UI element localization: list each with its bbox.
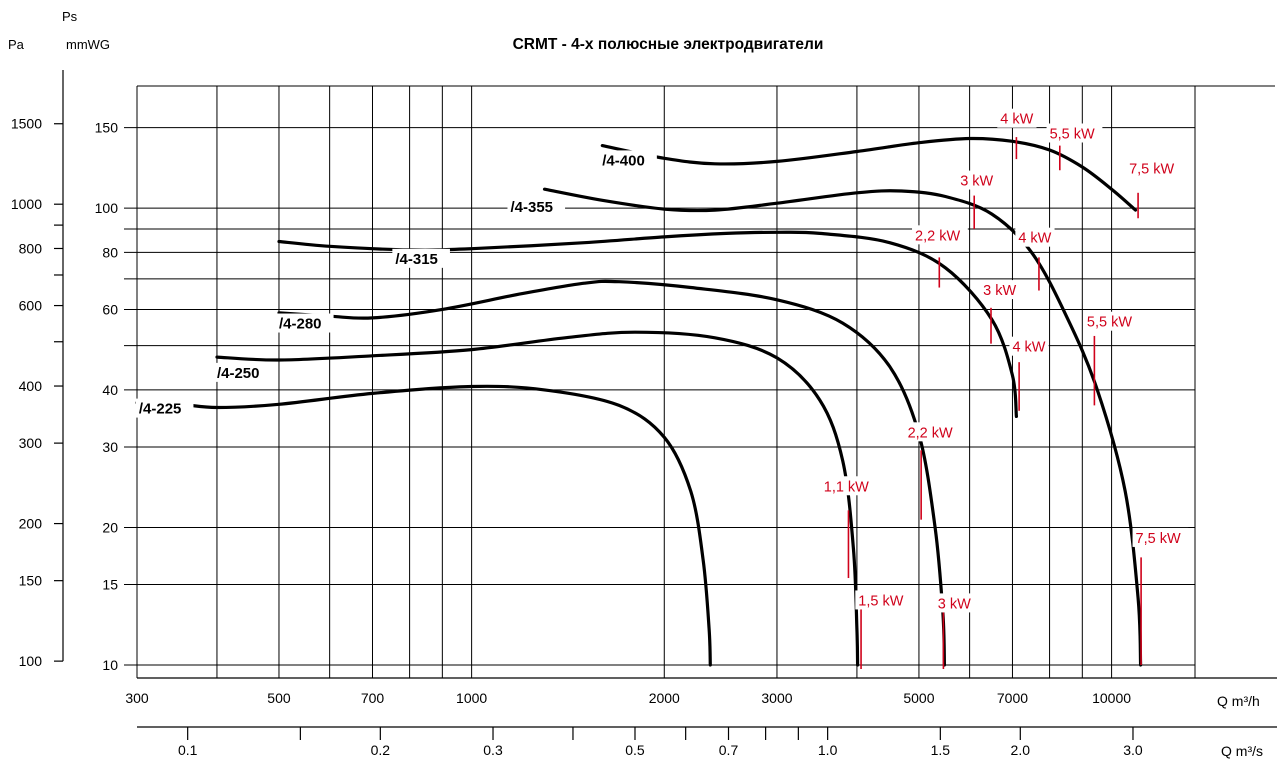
x-s-tick-label: 1.5: [931, 742, 951, 758]
power-mark-label: 5,5 kW: [1087, 315, 1132, 331]
y-pa-tick-label: 300: [19, 435, 43, 451]
series-labels-layer: /4-225/4-250/4-280/4-315/4-355/4-400: [135, 150, 657, 418]
axes-layer: 300 500 700 1000 2000 3000 5000 7000 10000 10 15 20…: [11, 70, 1277, 758]
power-mark-label: 1,5 kW: [858, 593, 903, 609]
y-axis-ps-label: Ps: [62, 9, 78, 24]
series-label: /4-250: [217, 365, 260, 382]
series-label: /4-315: [395, 251, 438, 268]
power-label-bg: [820, 476, 877, 496]
power-label-bg: [855, 590, 912, 610]
x-s-tick-label: 0.5: [625, 742, 645, 758]
x-tick-label: 300: [125, 690, 149, 706]
power-label-bg: [1132, 527, 1189, 547]
x-tick-label: 700: [361, 690, 385, 706]
y-mm-tick-label: 10: [102, 657, 118, 673]
series-label: /4-355: [510, 199, 553, 216]
power-label-bg: [1015, 227, 1055, 247]
x-tick-label: 500: [267, 690, 291, 706]
series-label: /4-400: [602, 152, 645, 169]
series-label: /4-280: [279, 316, 322, 333]
x-tick-label: 7000: [997, 690, 1028, 706]
x-s-tick-label: 2.0: [1011, 742, 1031, 758]
power-label-bg: [1126, 158, 1182, 178]
power-label-bg: [1009, 336, 1049, 356]
y-pa-tick-label: 600: [19, 298, 43, 314]
y-pa-tick-label: 800: [19, 240, 43, 256]
series-label-bg: [213, 362, 272, 382]
curve-4-250: [215, 330, 860, 667]
power-label-bg: [997, 108, 1037, 128]
power-mark-label: 1,1 kW: [824, 479, 869, 495]
curve-4-315: [277, 230, 1018, 418]
x-tick-label: 10000: [1092, 690, 1131, 706]
power-label-bg: [912, 225, 968, 245]
x-s-tick-label: 3.0: [1123, 742, 1143, 758]
x-tick-label: 1000: [456, 690, 487, 706]
series-label-bg: [392, 248, 450, 268]
y-pa-tick-label: 100: [19, 653, 43, 669]
power-label-bg: [1083, 311, 1140, 331]
power-mark-label: 7,5 kW: [1136, 531, 1181, 547]
y-pa-tick-label: 200: [19, 516, 43, 532]
x-s-tick-label: 0.1: [178, 742, 198, 758]
x-tick-label: 3000: [761, 690, 792, 706]
chart-title: CRMT - 4-х полюсные электродвигатели: [513, 36, 824, 53]
power-mark-label: 4 kW: [1018, 231, 1051, 247]
series-label: /4-225: [139, 401, 182, 418]
x-tick-label: 5000: [903, 690, 934, 706]
power-mark-label: 4 kW: [1012, 340, 1045, 356]
y-mm-tick-label: 30: [102, 439, 118, 455]
power-marks-layer: 1,1 kW 1,5 kW 2,2 kW 3 kW 2,2 kW 3 kW 4 kW 3 kW…: [820, 108, 1189, 670]
y-pa-tick-label: 1000: [11, 196, 42, 212]
x-s-tick-label: 0.2: [371, 742, 391, 758]
power-label-bg: [980, 280, 1020, 300]
power-mark-label: 2,2 kW: [915, 228, 960, 244]
power-mark-label: 5,5 kW: [1050, 126, 1095, 142]
series-label-bg: [135, 398, 194, 418]
y-pa-tick-label: 150: [19, 573, 43, 589]
power-mark-label: 7,5 kW: [1129, 162, 1174, 178]
power-label-bg: [1046, 123, 1103, 143]
curve-4-355: [542, 187, 1143, 667]
curves-layer: [135, 136, 1143, 667]
power-mark-label: 3 kW: [938, 596, 971, 612]
x-axis-h-label: Q m³/h: [1217, 693, 1260, 709]
curve-4-280: [277, 279, 946, 667]
y-axis-pa-label: Pa: [8, 37, 25, 52]
y-mm-tick-label: 80: [102, 244, 118, 260]
power-mark-label: 3 kW: [983, 283, 1016, 299]
x-s-tick-label: 0.7: [719, 742, 739, 758]
x-s-tick-label: 1.0: [818, 742, 838, 758]
power-mark-label: 3 kW: [960, 174, 993, 190]
y-mm-tick-label: 100: [95, 200, 119, 216]
y-mm-tick-label: 40: [102, 382, 118, 398]
series-label-bg: [599, 150, 657, 170]
power-label-bg: [957, 170, 997, 190]
y-mm-tick-label: 150: [95, 120, 119, 136]
curve-4-225: [135, 384, 712, 667]
power-label-bg: [904, 422, 961, 442]
x-s-tick-label: 0.3: [483, 742, 503, 758]
series-label-bg: [507, 197, 566, 217]
power-mark-label: 2,2 kW: [908, 425, 953, 441]
y-pa-tick-label: 1500: [11, 116, 42, 132]
x-tick-label: 2000: [649, 690, 680, 706]
grid-layer: [124, 85, 1275, 678]
curve-4-400: [600, 136, 1138, 212]
x-axis-s-label: Q m³/s: [1221, 743, 1263, 759]
y-mm-tick-label: 15: [102, 577, 118, 593]
series-label-bg: [275, 313, 334, 333]
y-pa-tick-label: 400: [19, 378, 43, 394]
y-axis-mm-label: mmWG: [66, 37, 110, 52]
power-label-bg: [934, 593, 974, 613]
y-mm-tick-label: 20: [102, 519, 118, 535]
y-mm-tick-label: 60: [102, 301, 118, 317]
power-mark-label: 4 kW: [1000, 112, 1033, 128]
